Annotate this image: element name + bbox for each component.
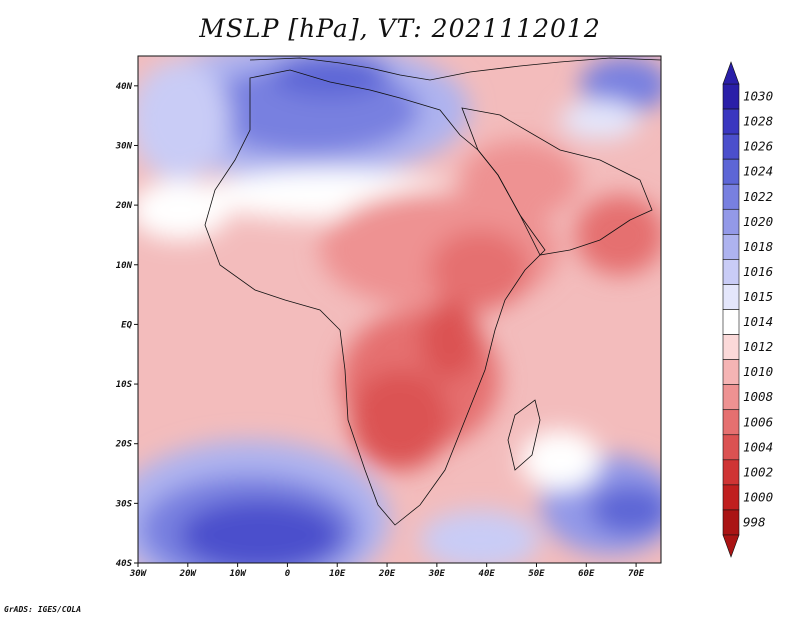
colorbar-swatch — [722, 409, 740, 436]
axis-ticks — [134, 85, 637, 567]
lon-label: 60E — [578, 569, 595, 579]
colorbar-swatch — [722, 359, 740, 385]
lat-axis: 40N 30N 20N 10N EQ 10S 20S 30S 40S — [115, 82, 133, 569]
africa-coastline — [204, 69, 546, 526]
colorbar-swatch — [722, 284, 740, 310]
lon-label: 0 — [285, 569, 291, 579]
lat-label: 30S — [115, 499, 133, 509]
colorbar: 1030 1028 1026 1024 1022 1020 1018 1016 1015 1014… — [722, 61, 773, 558]
colorbar-label: 1024 — [743, 164, 773, 179]
arabia-coastline — [461, 107, 653, 256]
madagascar-coastline — [507, 399, 541, 471]
colorbar-swatch — [722, 484, 740, 511]
colorbar-label: 1018 — [743, 239, 773, 254]
lon-label: 70E — [628, 569, 645, 579]
colorbar-label: 1028 — [743, 114, 773, 129]
colorbar-label: 1012 — [743, 339, 773, 354]
colorbar-swatch — [722, 384, 740, 411]
lon-label: 50E — [528, 569, 545, 579]
colorbar-label: 1002 — [743, 464, 773, 479]
lon-label: 10W — [229, 569, 247, 579]
colorbar-top-arrow — [722, 61, 740, 85]
colorbar-label: 1030 — [743, 89, 773, 104]
lat-label: EQ — [121, 320, 132, 330]
colorbar-swatch — [722, 234, 740, 260]
lon-label: 20W — [179, 569, 198, 579]
grads-credit: GrADS: IGES/COLA — [4, 605, 82, 614]
lat-label: 20N — [115, 201, 133, 211]
colorbar-swatch — [722, 309, 740, 335]
colorbar-label: 1014 — [743, 314, 773, 329]
europe-coastline — [249, 57, 661, 81]
colorbar-label: 1000 — [743, 489, 773, 504]
colorbar-label: 1010 — [743, 364, 773, 379]
colorbar-label: 1020 — [743, 214, 773, 229]
colorbar-swatch — [722, 509, 740, 536]
colorbar-label: 1015 — [743, 289, 773, 304]
colorbar-swatch — [722, 108, 740, 135]
lat-label: 30N — [115, 141, 133, 151]
lat-label: 10N — [116, 261, 133, 271]
lat-label: 10S — [116, 380, 133, 390]
colorbar-swatch — [722, 158, 740, 185]
lon-label: 20E — [378, 569, 396, 579]
colorbar-bottom-arrow — [722, 534, 740, 558]
colorbar-swatch — [722, 434, 740, 461]
colorbar-swatch — [722, 133, 740, 160]
pressure-field — [138, 56, 661, 563]
map-frame — [137, 55, 662, 564]
colorbar-swatch — [722, 208, 740, 235]
colorbar-swatch — [722, 459, 740, 486]
colorbar-label: 1016 — [743, 264, 773, 279]
colorbar-label: 1026 — [743, 139, 773, 154]
coastlines — [204, 57, 661, 526]
colorbar-swatch — [722, 183, 740, 210]
colorbar-label: 998 — [743, 514, 766, 529]
colorbar-swatch — [722, 259, 740, 285]
lon-label: 10E — [329, 569, 346, 579]
plot-title: MSLP [hPa], VT: 2021112012 — [199, 14, 601, 43]
colorbar-label: 1004 — [743, 439, 773, 454]
lon-axis: 30W 20W 10W 0 10E 20E 30E 40E 50E 60E 70E — [129, 569, 645, 579]
lat-label: 40S — [116, 559, 133, 569]
colorbar-label: 1022 — [743, 189, 773, 204]
colorbar-swatch — [722, 83, 740, 110]
colorbar-swatch — [722, 334, 740, 360]
colorbar-label: 1006 — [743, 414, 773, 429]
colorbar-label: 1008 — [743, 389, 773, 404]
lat-label: 40N — [116, 82, 133, 92]
lon-label: 40E — [479, 569, 496, 579]
lat-label: 20S — [115, 440, 133, 450]
lon-label: 30W — [129, 569, 148, 579]
lon-label: 30E — [428, 569, 446, 579]
